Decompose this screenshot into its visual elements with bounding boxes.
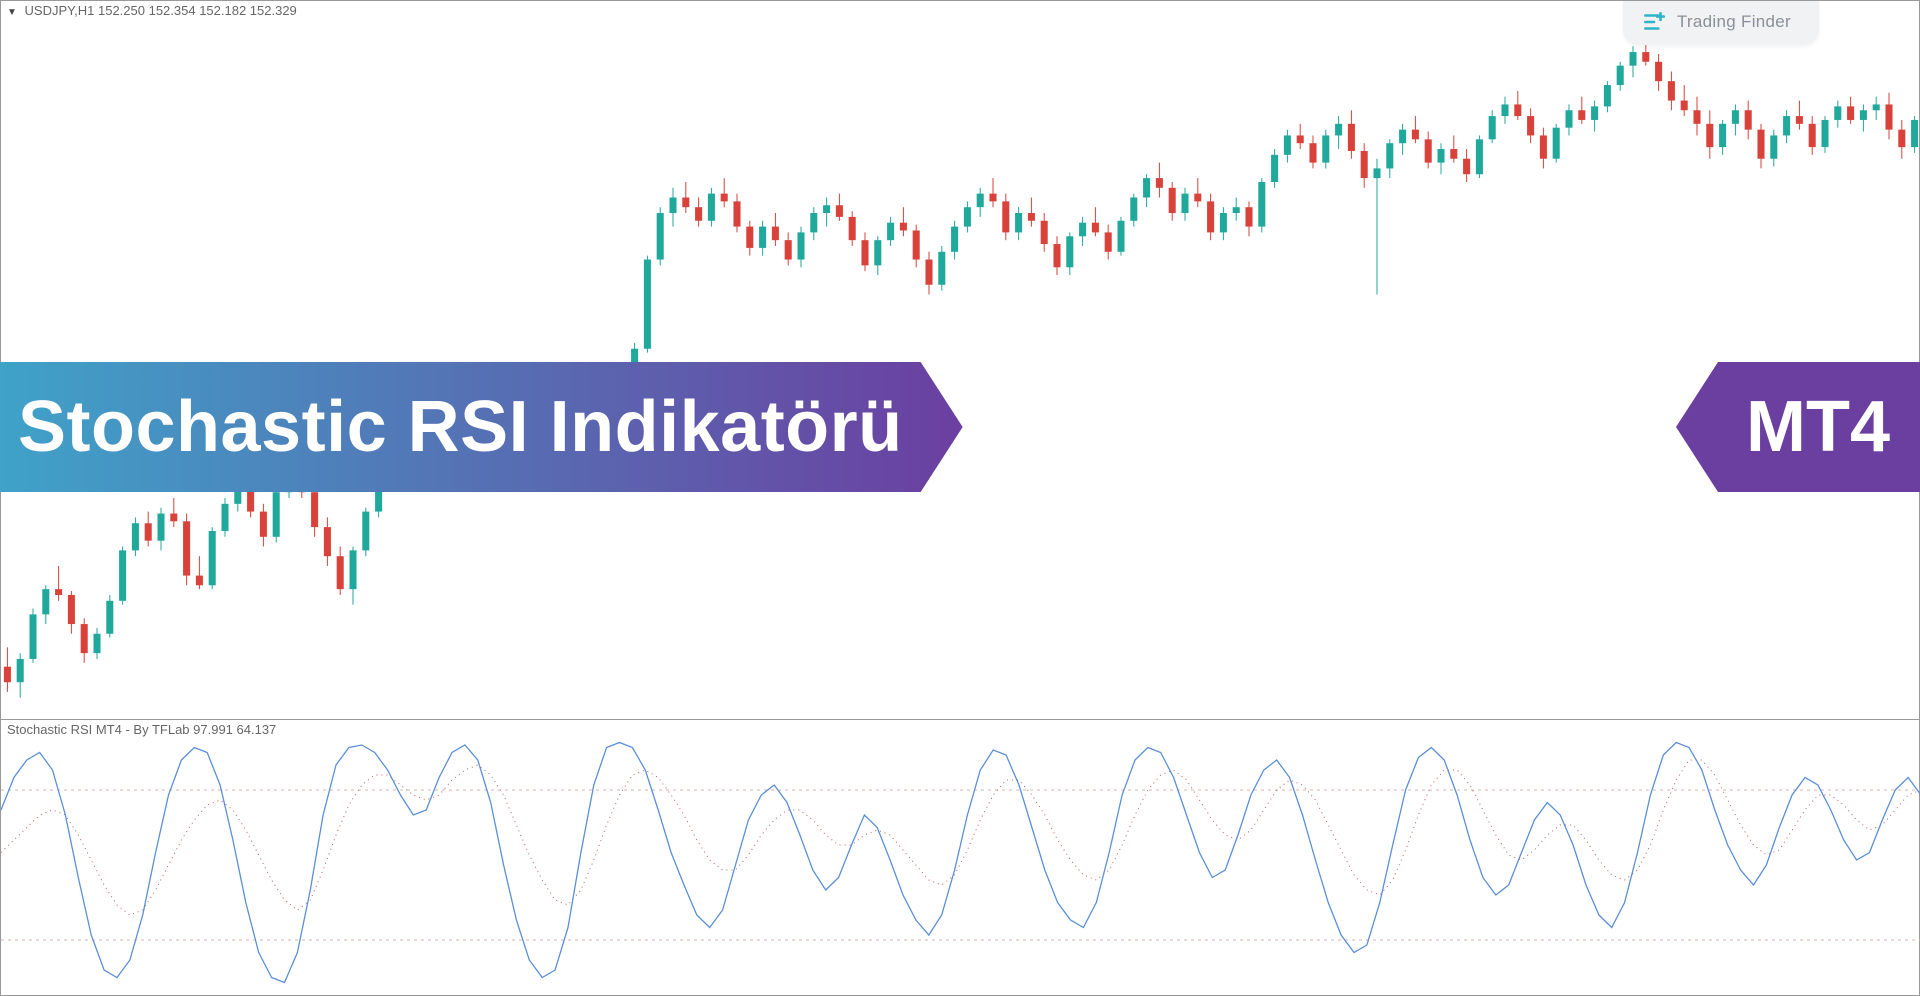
indicator-panel: Stochastic RSI MT4 - By TFLab 97.991 64.… (0, 720, 1920, 996)
candlestick-chart (1, 1, 1920, 721)
indicator-panel-label: Stochastic RSI MT4 - By TFLab 97.991 64.… (7, 722, 276, 737)
stochastic-rsi-chart (1, 720, 1920, 996)
symbol-info-text: USDJPY,H1 152.250 152.354 152.182 152.32… (25, 3, 297, 18)
watermark-text: Trading Finder (1677, 12, 1791, 32)
price-chart-panel: ▼ USDJPY,H1 152.250 152.354 152.182 152.… (0, 0, 1920, 720)
dropdown-caret-icon[interactable]: ▼ (7, 7, 17, 18)
price-panel-label: ▼ USDJPY,H1 152.250 152.354 152.182 152.… (7, 3, 297, 18)
indicator-info-text: Stochastic RSI MT4 - By TFLab 97.991 64.… (7, 722, 276, 737)
watermark-badge: Trading Finder (1623, 1, 1819, 45)
trading-finder-logo-icon (1641, 9, 1667, 35)
